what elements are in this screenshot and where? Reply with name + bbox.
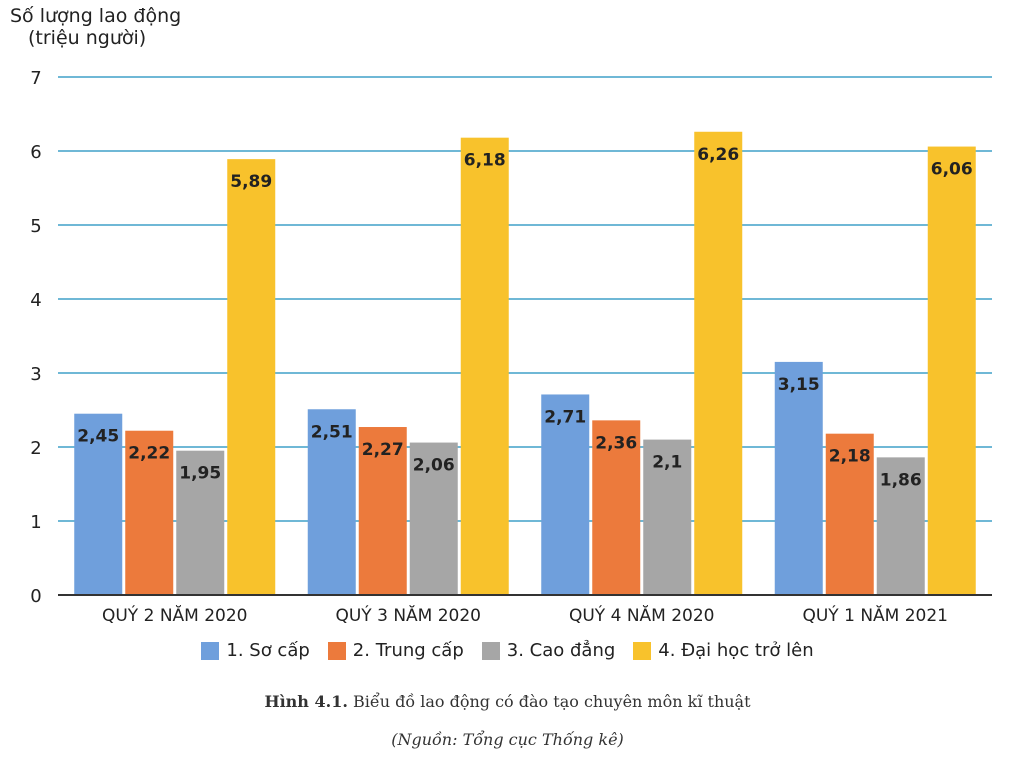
- data-label: 2,22: [128, 444, 170, 464]
- bar: [643, 439, 692, 595]
- y-tick-label: 4: [30, 290, 41, 311]
- bar: [541, 394, 590, 595]
- data-label: 3,15: [778, 375, 820, 395]
- figure-caption: Hình 4.1. Biểu đồ lao động có đào tạo ch…: [0, 692, 1015, 711]
- bar: [460, 137, 509, 595]
- x-category-label: QUÝ 1 NĂM 2021: [802, 604, 948, 626]
- data-label: 1,95: [179, 464, 221, 484]
- y-tick-label: 2: [30, 438, 41, 459]
- legend-item: 2. Trung cấp: [327, 640, 464, 661]
- data-label: 2,27: [362, 440, 404, 460]
- data-label: 6,26: [697, 145, 739, 165]
- bar: [876, 457, 925, 595]
- y-tick-label: 0: [30, 586, 41, 607]
- legend-swatch: [201, 641, 220, 660]
- data-label: 1,86: [880, 470, 922, 490]
- caption-prefix: Hình 4.1.: [264, 692, 348, 711]
- data-label: 5,89: [230, 172, 272, 192]
- legend-label: 4. Đại học trở lên: [658, 640, 814, 661]
- data-label: 2,45: [77, 427, 119, 447]
- bar-chart: 0 1 2 3 4 5 6 7 2,45 2,22 1,95 5,89 QUÝ 2 NĂM 2020 2,…: [30, 68, 992, 626]
- data-label: 2,36: [595, 433, 637, 453]
- bar: [409, 442, 458, 595]
- figure-source: (Nguồn: Tổng cục Thống kê): [391, 730, 624, 749]
- bar: [927, 146, 976, 595]
- bar: [592, 420, 641, 595]
- bar: [694, 131, 743, 595]
- y-tick-label: 3: [30, 364, 41, 385]
- data-label: 2,51: [311, 422, 353, 442]
- legend-swatch: [327, 641, 346, 660]
- data-label: 2,18: [829, 447, 871, 467]
- x-category-label: QUÝ 3 NĂM 2020: [335, 604, 481, 626]
- y-tick-label: 7: [30, 68, 41, 89]
- data-label: 6,18: [464, 151, 506, 171]
- legend-swatch: [633, 641, 652, 660]
- legend: 1. Sơ cấp 2. Trung cấp 3. Cao đẳng 4. Đại h…: [0, 640, 1015, 661]
- data-label: 2,71: [544, 407, 586, 427]
- y-axis-label: Số lượng lao động (triệu người): [10, 5, 181, 49]
- y-axis-label-line2: (triệu người): [28, 27, 147, 49]
- caption-text: Biểu đồ lao động có đào tạo chuyên môn k…: [347, 692, 751, 711]
- legend-item: 1. Sơ cấp: [201, 640, 310, 661]
- legend-item: 4. Đại học trở lên: [633, 640, 814, 661]
- legend-label: 1. Sơ cấp: [226, 640, 310, 661]
- bar: [774, 361, 823, 595]
- data-label: 2,06: [413, 456, 455, 476]
- bar: [307, 409, 356, 595]
- legend-item: 3. Cao đẳng: [481, 640, 616, 661]
- bar: [176, 450, 225, 595]
- legend-label: 3. Cao đẳng: [506, 640, 616, 661]
- bar: [358, 427, 407, 595]
- data-label: 2,1: [652, 453, 682, 473]
- y-tick-label: 5: [30, 216, 41, 237]
- y-axis-label-line1: Số lượng lao động: [10, 5, 182, 27]
- bar: [74, 413, 123, 595]
- x-category-label: QUÝ 4 NĂM 2020: [569, 604, 715, 626]
- legend-label: 2. Trung cấp: [352, 640, 464, 661]
- x-category-label: QUÝ 2 NĂM 2020: [102, 604, 248, 626]
- y-tick-label: 1: [30, 512, 41, 533]
- bar: [227, 159, 276, 595]
- bar: [825, 433, 874, 595]
- legend-swatch: [481, 641, 500, 660]
- y-tick-label: 6: [30, 142, 41, 163]
- data-label: 6,06: [931, 160, 973, 180]
- bar: [125, 430, 174, 595]
